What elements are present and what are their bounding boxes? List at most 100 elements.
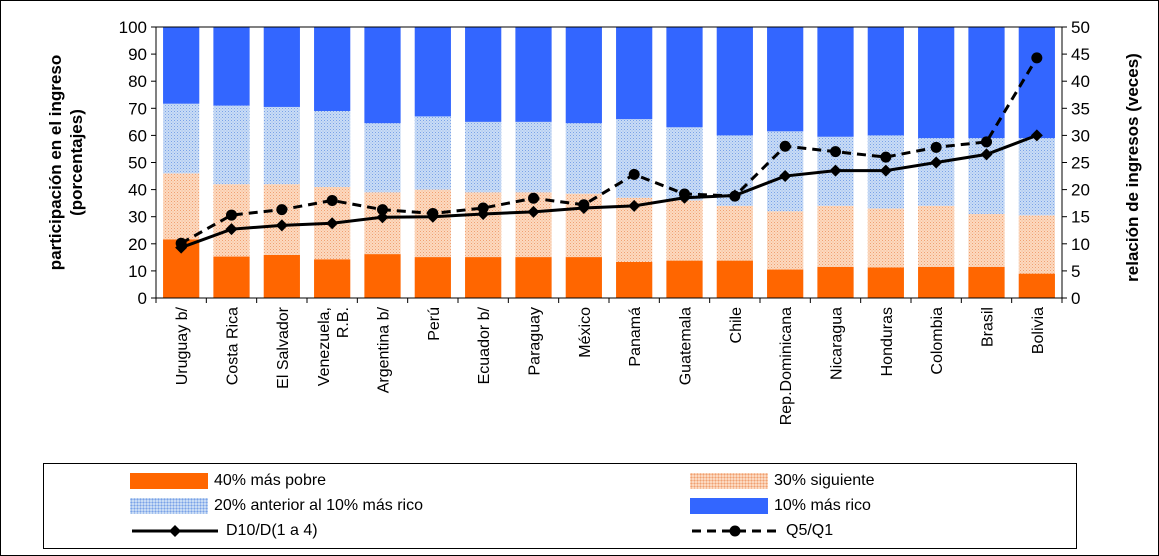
bar-segment-next30	[163, 173, 200, 240]
series-line-q5	[180, 57, 1039, 245]
point-q5	[628, 168, 640, 180]
x-axis-tick-label: Ecuador b/	[476, 306, 493, 384]
bar-segment-prev20	[163, 103, 200, 174]
bar-segment-rich	[263, 27, 300, 107]
bar-segment-next30	[817, 205, 854, 267]
point-q5	[1031, 52, 1043, 64]
bar-segment-poor	[716, 260, 753, 298]
legend-item-prev20: 20% anterior al 10% más rico	[130, 495, 423, 517]
bar-segment-prev20	[515, 121, 552, 193]
bar-segment-next30	[918, 205, 955, 267]
bar-segment-rich	[515, 27, 552, 122]
point-q5	[276, 204, 288, 216]
legend-line-q5-icon	[692, 525, 778, 537]
x-axis-tick-label: Nicaragua	[829, 307, 846, 380]
y-axis-tick-label: 20	[128, 235, 147, 254]
point-q5	[779, 140, 791, 152]
point-q5	[981, 136, 992, 148]
x-axis-tick-label: El Salvador	[275, 306, 292, 388]
bar-segment-rich	[213, 27, 250, 106]
bar-segment-poor	[968, 266, 1005, 298]
bar-segment-poor	[767, 269, 804, 298]
y2-axis-tick-label: 40	[1071, 72, 1090, 91]
point-q5	[679, 188, 690, 200]
y-axis-tick-label: 100	[119, 18, 147, 37]
bar-segment-prev20	[213, 105, 250, 185]
y-axis-tick-label: 80	[128, 72, 147, 91]
point-d10	[879, 164, 892, 177]
x-axis-tick-label: Bolivia	[1030, 307, 1047, 354]
bar-segment-prev20	[364, 123, 401, 193]
lines-layer	[175, 52, 1043, 254]
y2-axis-tick-label: 50	[1071, 18, 1090, 37]
bar-segment-rich	[465, 27, 502, 122]
bar-segment-prev20	[414, 116, 451, 190]
point-q5	[226, 209, 237, 221]
x-axis-tick-label: Chile	[728, 307, 745, 344]
x-axis-tick-label: Venezuela, R.B.	[316, 307, 352, 386]
y2-axis-title: relación de ingresos (veces)	[1123, 53, 1142, 282]
y2-axis-tick-label: 30	[1071, 126, 1090, 145]
point-q5	[377, 204, 388, 216]
legend-item-next30: 30% siguiente	[690, 470, 875, 492]
bar-segment-next30	[867, 208, 904, 268]
bar-segment-poor	[414, 257, 451, 298]
y-axis-tick-label: 60	[128, 126, 147, 145]
series-line-d10	[180, 133, 1038, 249]
point-q5	[427, 207, 439, 219]
y-axis-title: participación en el ingreso (porcentajes)	[46, 55, 86, 270]
y-axis-tick-label: 10	[128, 262, 147, 281]
bar-segment-poor	[565, 257, 602, 298]
y2-axis-tick-label: 0	[1071, 289, 1080, 308]
legend-item-poor: 40% más pobre	[130, 470, 326, 492]
y2-axis-tick-label: 10	[1071, 235, 1090, 254]
bar-segment-rich	[817, 27, 854, 137]
bar-segment-rich	[364, 27, 401, 124]
bar-segment-prev20	[314, 111, 351, 187]
y2-axis-tick-label: 20	[1071, 181, 1090, 200]
legend-label-q5: Q5/Q1	[786, 522, 834, 539]
bar-segment-poor	[213, 256, 250, 298]
bar-segment-next30	[414, 189, 451, 258]
y-axis-tick-label: 0	[138, 289, 147, 308]
bar-segment-poor	[364, 254, 401, 298]
point-d10	[225, 223, 238, 236]
point-q5	[830, 146, 841, 158]
bar-segment-prev20	[465, 121, 502, 193]
point-d10	[829, 164, 842, 177]
point-d10	[980, 148, 993, 161]
bar-segment-next30	[465, 192, 502, 258]
bar-segment-prev20	[616, 119, 653, 198]
y2-axis-tick-label: 25	[1071, 154, 1090, 173]
legend-item-q5: Q5/Q1	[690, 520, 833, 542]
point-q5	[930, 141, 942, 153]
y-axis-tick-label: 30	[128, 208, 147, 227]
legend-line-d10-icon	[132, 525, 218, 537]
bar-segment-rich	[918, 27, 955, 139]
x-axis-tick-label: Paraguay	[527, 307, 544, 376]
bar-segment-rich	[163, 27, 200, 104]
legend-swatch-poor	[130, 473, 208, 489]
axes-layer	[151, 26, 1067, 303]
point-q5	[880, 151, 892, 163]
bar-segment-rich	[414, 27, 451, 117]
legend-item-rich: 10% más rico	[690, 495, 871, 517]
bar-segment-rich	[616, 27, 653, 120]
bar-segment-poor	[817, 266, 854, 298]
x-axis-tick-label: Honduras	[879, 307, 896, 376]
x-axis-tick-label: Rep.Dominicana	[778, 307, 795, 425]
y2-axis-tick-label: 5	[1071, 262, 1080, 281]
bar-segment-poor	[314, 259, 351, 298]
x-axis-tick-label: Guatemala	[678, 307, 695, 385]
y-axis-tick-label: 40	[128, 181, 147, 200]
y-axis-tick-label: 70	[128, 99, 147, 118]
bars-layer	[163, 27, 1055, 298]
legend-label-rich: 10% más rico	[774, 497, 871, 514]
legend: 40% más pobre 30% siguiente 20% anterior…	[43, 463, 1077, 549]
y2-axis-tick-label: 15	[1071, 208, 1090, 227]
y2-axis-tick-label: 35	[1071, 99, 1090, 118]
y-axis-tick-label: 90	[128, 45, 147, 64]
bar-segment-poor	[465, 257, 502, 298]
legend-label-d10: D10/D(1 a 4)	[226, 522, 318, 539]
